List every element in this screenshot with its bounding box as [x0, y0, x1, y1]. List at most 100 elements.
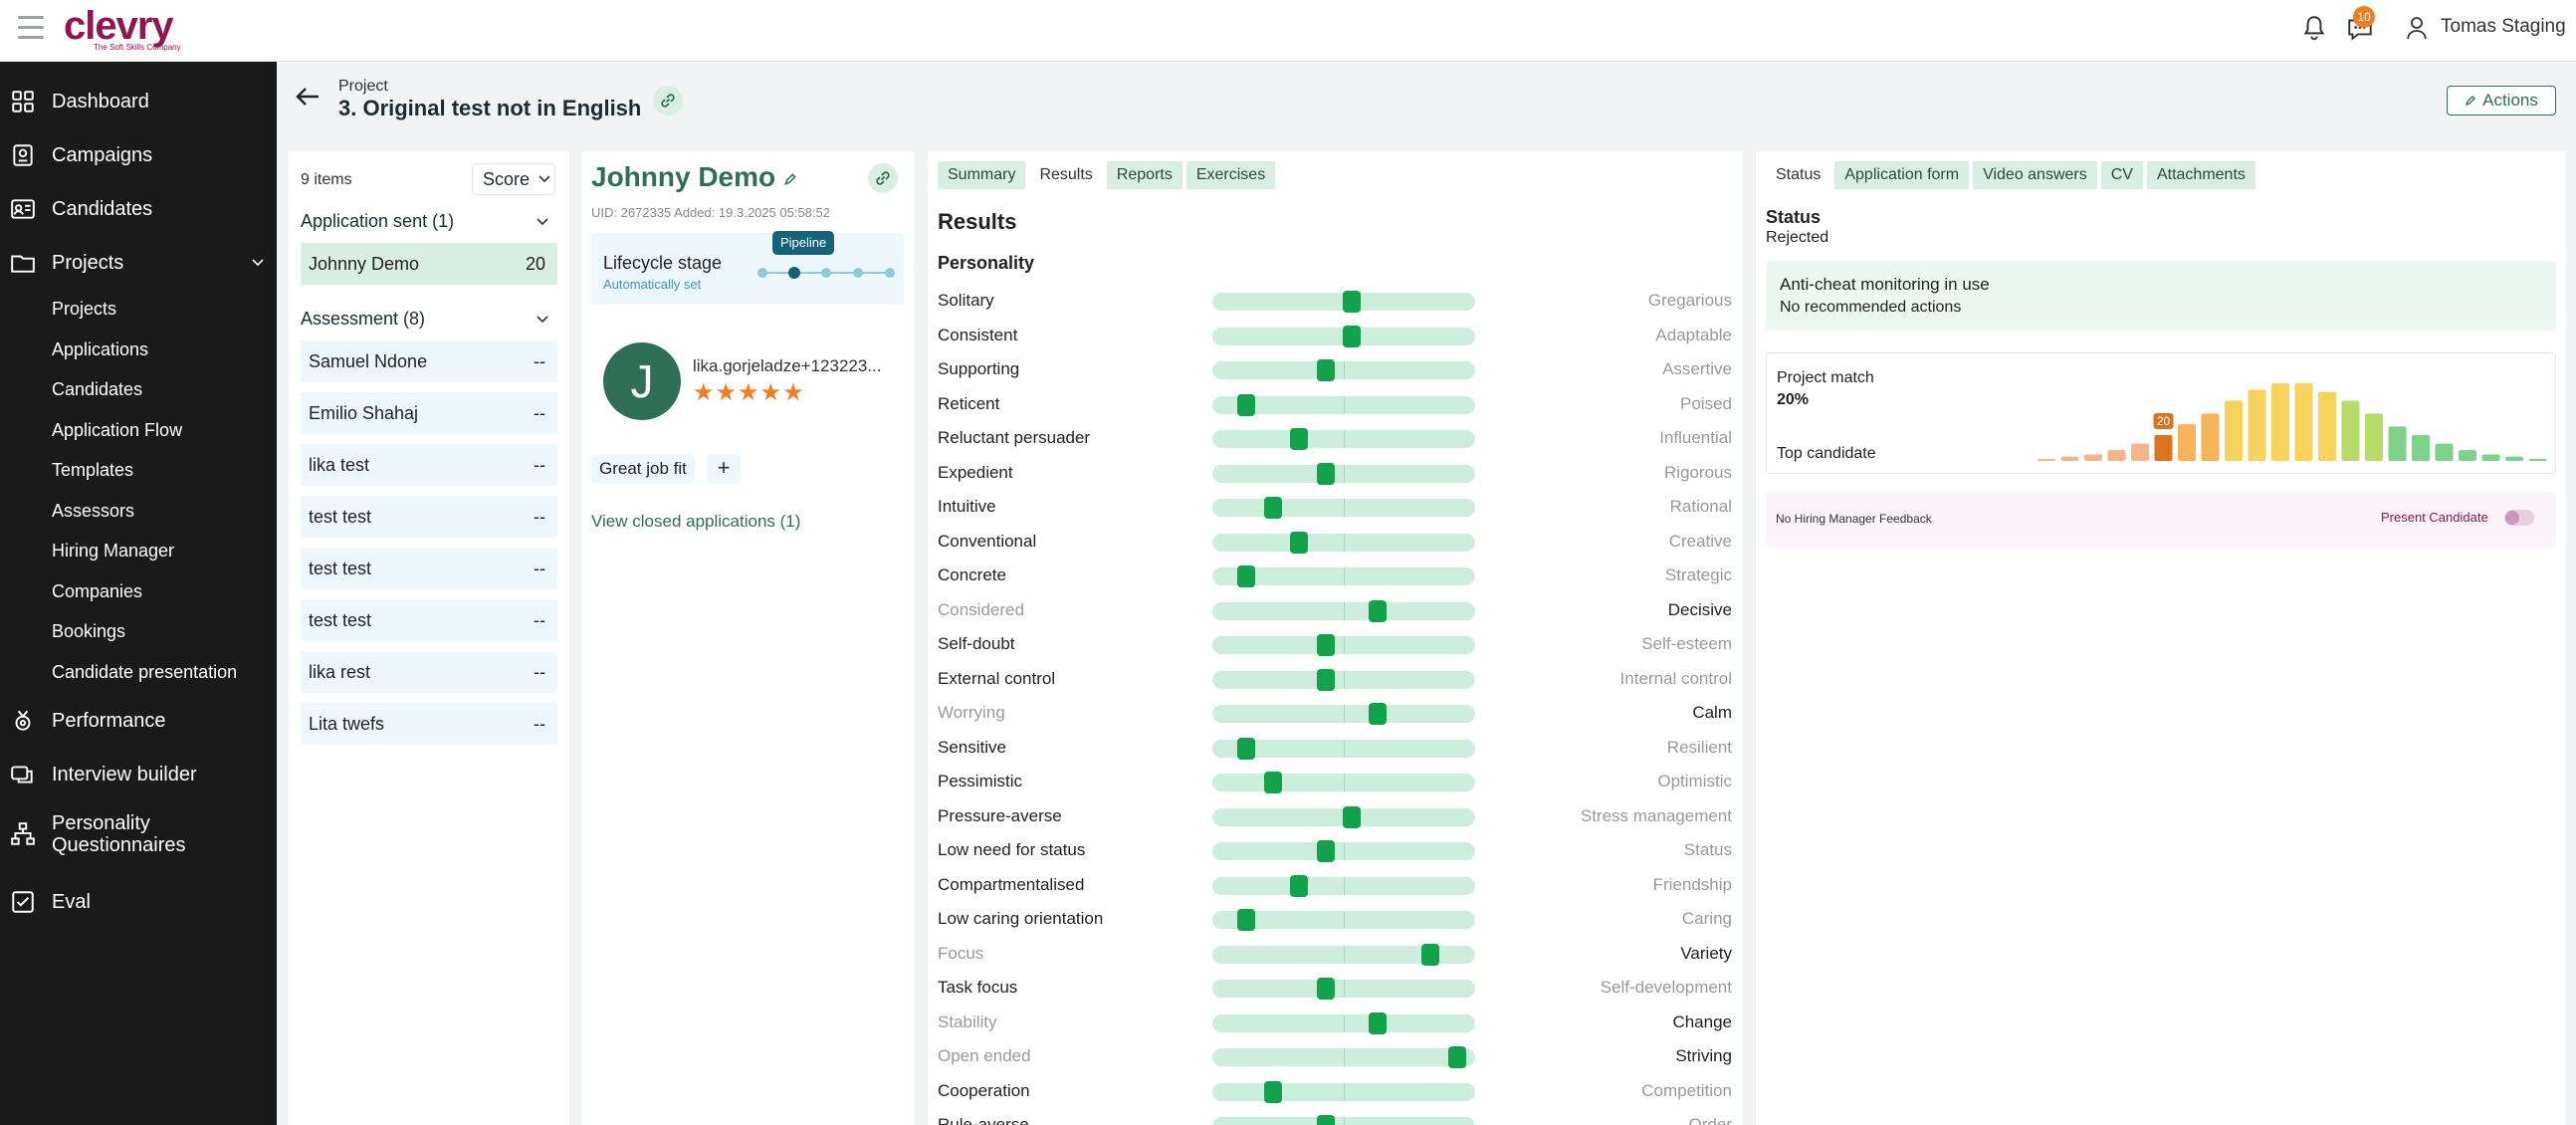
grid-icon [12, 91, 34, 112]
scale-midline [1344, 567, 1345, 585]
histogram-bar [2178, 424, 2196, 461]
sidebar-sub-application-flow[interactable]: Application Flow [52, 420, 183, 440]
present-candidate-toggle[interactable] [2504, 510, 2534, 526]
sidebar-item-campaigns[interactable]: Campaigns [0, 135, 277, 175]
list-item[interactable]: Emilio Shahaj -- [301, 392, 557, 434]
project-match-box: Project match 20% Top candidate 20 [1766, 352, 2556, 474]
tab-video-answers[interactable]: Video answers [1973, 161, 2097, 189]
sidebar-sub-templates[interactable]: Templates [52, 460, 134, 480]
tab-application-form[interactable]: Application form [1834, 161, 1970, 189]
trait-left-label: Sensitive [938, 737, 1006, 757]
list-item[interactable]: lika rest -- [301, 651, 557, 693]
sidebar-item-label: Personality Questionnaires [52, 812, 186, 856]
list-item[interactable]: Samuel Ndone -- [301, 340, 557, 382]
edit-icon[interactable] [783, 172, 797, 186]
trait-scale [1212, 531, 1475, 554]
sidebar-item-dashboard[interactable]: Dashboard [0, 82, 277, 121]
star-rating[interactable]: ★★★★★ [693, 379, 805, 406]
anticheat-title: Anti-cheat monitoring in use [1780, 275, 1990, 294]
tab-status[interactable]: Status [1766, 161, 1831, 189]
candidate-score: -- [534, 609, 545, 630]
sidebar-sub-companies[interactable]: Companies [52, 581, 143, 601]
chevron-down-icon [538, 175, 550, 183]
list-item[interactable]: Johnny Demo 20 [301, 243, 557, 285]
scale-midline [1344, 361, 1345, 379]
tab-summary[interactable]: Summary [938, 161, 1026, 189]
sort-select[interactable]: Score [472, 163, 555, 195]
candidate-score: -- [534, 713, 545, 734]
sidebar-sub-hiring-manager[interactable]: Hiring Manager [52, 541, 175, 561]
tab-cv[interactable]: CV [2100, 161, 2143, 189]
present-candidate-label: Present Candidate [2381, 510, 2488, 525]
avatar: J [603, 342, 681, 420]
sidebar-sub-projects[interactable]: Projects [52, 299, 117, 319]
tab-reports[interactable]: Reports [1106, 161, 1182, 189]
menu-icon[interactable] [18, 16, 44, 40]
trait-row: Self-doubt Self-esteem [938, 628, 1732, 662]
list-item[interactable]: test test -- [301, 599, 557, 641]
list-item[interactable]: test test -- [301, 496, 557, 538]
sidebar-sub-candidate-presentation[interactable]: Candidate presentation [52, 662, 238, 682]
sidebar-item-performance[interactable]: Performance [0, 701, 277, 741]
project-link-button[interactable] [653, 86, 683, 115]
trait-row: Open ended Striving [938, 1040, 1732, 1074]
tab-attachments[interactable]: Attachments [2146, 161, 2255, 189]
trait-right-label: Poised [1680, 393, 1732, 413]
group-header-application-sent[interactable]: Application sent (1) [301, 211, 455, 231]
sidebar-item-candidates[interactable]: Candidates [0, 189, 277, 229]
sidebar-item-interview-builder[interactable]: Interview builder [0, 755, 277, 794]
trait-left-label: Focus [938, 943, 984, 963]
chevron-down-icon[interactable] [536, 215, 549, 229]
tag-chip[interactable]: Great job fit [591, 454, 695, 484]
candidate-email[interactable]: lika.gorjeladze+123223... [693, 356, 882, 375]
id-card-icon [11, 199, 35, 219]
user-icon[interactable] [2405, 14, 2429, 42]
chevron-down-icon[interactable] [251, 256, 265, 270]
candidate-name: Johnny Demo [591, 161, 776, 192]
list-item[interactable]: lika test -- [301, 444, 557, 486]
sidebar-item-personality-questionnaires[interactable]: Personality Questionnaires [0, 810, 277, 858]
bell-icon[interactable] [2301, 14, 2327, 42]
logo[interactable]: clevry [64, 4, 174, 48]
sidebar-item-projects[interactable]: Projects [0, 243, 277, 283]
trait-row: Task focus Self-development [938, 972, 1732, 1006]
histogram-bar [2060, 456, 2079, 461]
actions-button[interactable]: Actions [2447, 86, 2556, 115]
trait-left-label: Pressure-averse [938, 805, 1062, 825]
sidebar-sub-bookings[interactable]: Bookings [52, 621, 126, 641]
trait-left-label: Conventional [938, 531, 1037, 551]
status-tabs: Status Application form Video answers CV… [1766, 161, 2255, 189]
scale-midline [1344, 670, 1345, 689]
group-header-assessment[interactable]: Assessment (8) [301, 309, 426, 329]
user-name[interactable]: Tomas Staging [2441, 16, 2566, 37]
trait-scale [1212, 909, 1475, 931]
sidebar-sub-assessors[interactable]: Assessors [52, 501, 135, 521]
closed-applications-link[interactable]: View closed applications (1) [591, 512, 801, 531]
trait-row: Compartmentalised Friendship [938, 869, 1732, 903]
candidate-link-button[interactable] [868, 163, 898, 193]
interview-icon [11, 766, 33, 784]
trait-row: Reluctant persuader Influential [938, 422, 1732, 456]
list-item[interactable]: test test -- [301, 548, 557, 589]
scale-midline [1344, 464, 1345, 483]
sidebar-item-eval[interactable]: Eval [0, 882, 277, 922]
trait-row: Supporting Assertive [938, 353, 1732, 387]
sidebar-sub-candidates[interactable]: Candidates [52, 379, 143, 399]
back-arrow-icon[interactable] [295, 86, 321, 108]
trait-marker [1263, 497, 1282, 519]
chevron-down-icon[interactable] [536, 313, 549, 327]
stage-stepper[interactable] [756, 263, 896, 283]
sidebar-sub-applications[interactable]: Applications [52, 339, 149, 359]
add-tag-button[interactable]: + [707, 454, 741, 484]
hierarchy-icon [11, 822, 35, 845]
tab-exercises[interactable]: Exercises [1185, 161, 1276, 189]
trait-marker [1316, 1115, 1335, 1125]
tab-results[interactable]: Results [1029, 161, 1103, 189]
trait-scale [1212, 1046, 1475, 1068]
project-match-value: 20% [1777, 391, 1810, 408]
trait-row: Sensitive Resilient [938, 732, 1732, 766]
trait-left-label: Stability [938, 1012, 997, 1031]
lifecycle-stage[interactable]: Lifecycle stage Automatically set Pipeli… [591, 231, 904, 305]
scale-midline [1344, 911, 1345, 929]
list-item[interactable]: Lita twefs -- [301, 703, 557, 745]
